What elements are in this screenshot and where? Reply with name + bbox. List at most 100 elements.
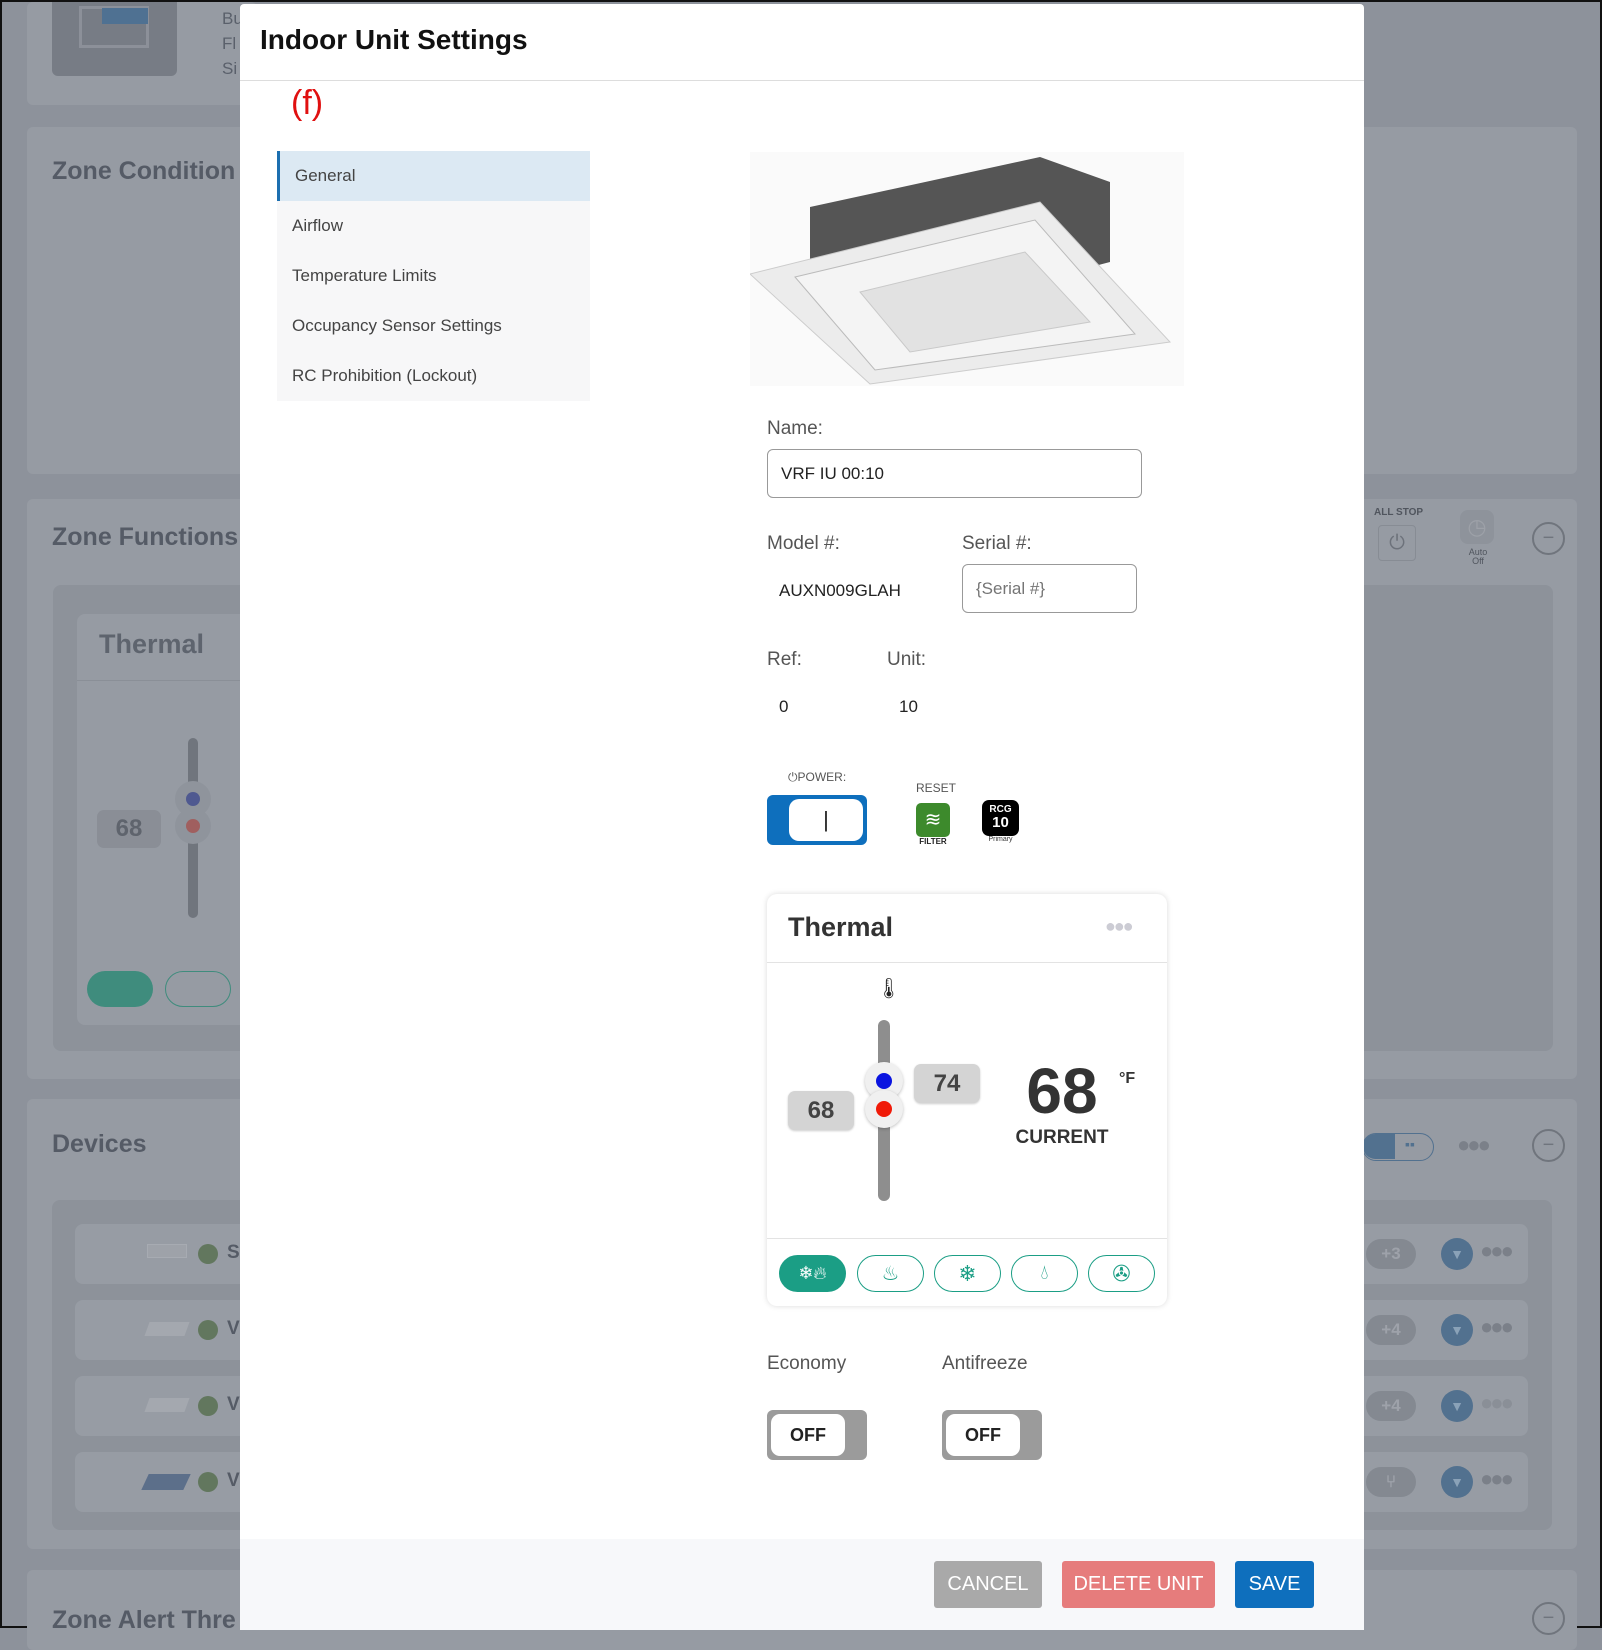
annotation-label: (f)	[291, 84, 324, 122]
expand-icon: ▼	[1441, 1238, 1473, 1270]
expand-icon: ▼	[1441, 1314, 1473, 1346]
collapse-icon: −	[1532, 1129, 1565, 1162]
zone-functions-title: Zone Functions	[52, 523, 239, 551]
antifreeze-label: Antifreeze	[942, 1353, 1028, 1374]
mode-fan-button[interactable]: ✇	[1088, 1255, 1155, 1292]
zone-alert-title: Zone Alert Thre	[52, 1606, 236, 1634]
heat-setpoint-value: 68	[788, 1091, 854, 1130]
device-name: V	[227, 1394, 240, 1415]
device-thumbnail	[147, 1244, 187, 1258]
building-card: Bu Fl Si	[27, 2, 257, 105]
thermal-title: Thermal	[788, 912, 894, 942]
flame-icon: ♨	[881, 1263, 900, 1285]
floorplan-icon	[52, 2, 177, 76]
delete-unit-button[interactable]: DELETE UNIT	[1062, 1561, 1215, 1608]
ref-label: Ref:	[767, 649, 802, 670]
more-icon: ●●●	[1480, 1390, 1514, 1415]
antifreeze-toggle-state: OFF	[946, 1414, 1020, 1456]
collapse-icon: −	[1532, 522, 1565, 555]
economy-label: Economy	[767, 1353, 847, 1374]
power-label: ⏻POWER:	[788, 770, 846, 785]
current-label: CURRENT	[1015, 1127, 1109, 1148]
device-name: V	[227, 1470, 240, 1491]
cancel-button[interactable]: CANCEL	[934, 1561, 1042, 1608]
auto-mode-icon: ❄🔥︎	[798, 1263, 827, 1283]
mode-dry-button[interactable]: 💧︎	[1011, 1255, 1078, 1292]
thermal-more-icon[interactable]: ●●●	[1105, 916, 1134, 936]
device-badge: +4	[1366, 1315, 1416, 1345]
rcg-sub-label: Primary	[988, 836, 1013, 843]
all-stop-label: ALL STOP	[1374, 507, 1424, 518]
ref-value: 0	[779, 697, 789, 716]
power-toggle[interactable]: |	[767, 795, 867, 845]
unit-label: Unit:	[887, 649, 927, 670]
more-icon: ●●●	[1480, 1466, 1514, 1491]
zone-conditions-title: Zone Condition	[52, 157, 236, 185]
save-button[interactable]: SAVE	[1235, 1561, 1314, 1608]
auto-off-label: Auto Off	[1468, 547, 1488, 566]
header-divider	[240, 80, 1364, 81]
rcg-badge-icon: RCG 10	[982, 800, 1019, 836]
antifreeze-toggle[interactable]: OFF	[942, 1410, 1042, 1460]
status-dot	[198, 1472, 218, 1492]
collapse-icon: −	[1532, 1602, 1565, 1635]
rcg-number: 10	[992, 814, 1009, 831]
power-toggle-knob: |	[789, 799, 863, 841]
device-name: S	[227, 1242, 240, 1263]
floor-label: Fl	[222, 34, 237, 53]
cassette-unit-image	[750, 152, 1184, 386]
rcg-top-label: RCG	[989, 804, 1012, 815]
indoor-unit-settings-modal: Indoor Unit Settings (f) General Airflow…	[240, 4, 1364, 1630]
cool-setpoint-value: 74	[914, 1064, 980, 1103]
power-label-text: POWER:	[797, 770, 847, 784]
model-value: AUXN009GLAH	[779, 581, 901, 600]
status-dot	[198, 1396, 218, 1416]
economy-toggle[interactable]: OFF	[767, 1410, 867, 1460]
serial-input[interactable]	[962, 564, 1137, 613]
bg-setpoint: 68	[97, 810, 161, 848]
device-thumbnail	[144, 1398, 190, 1412]
status-dot	[198, 1320, 218, 1340]
filter-reset-icon[interactable]: ≋	[916, 803, 950, 837]
mode-heat-button[interactable]: ♨	[857, 1255, 924, 1292]
size-label: Si	[222, 59, 238, 78]
unit-value: 10	[899, 697, 918, 716]
thermal-card: Thermal ●●● 🌡︎ 74 68 68 CURRENT °F	[767, 894, 1167, 1306]
heat-setpoint-handle[interactable]	[865, 1090, 903, 1128]
temperature-unit: °F	[1119, 1070, 1136, 1087]
sidebar-item-rc-prohibition[interactable]: RC Prohibition (Lockout)	[277, 351, 590, 401]
current-temperature: 68	[1026, 1055, 1098, 1127]
filter-label: FILTER	[919, 837, 947, 846]
name-input[interactable]	[767, 449, 1142, 498]
expand-icon: ▼	[1441, 1390, 1473, 1422]
more-icon: ●●●	[1480, 1238, 1514, 1263]
status-dot	[198, 1244, 218, 1264]
occupancy-seat-icon: ⑂	[1366, 1467, 1416, 1497]
modal-title: Indoor Unit Settings	[260, 24, 528, 55]
serial-label: Serial #:	[962, 533, 1032, 554]
all-stop-power-icon: ⏻	[1378, 525, 1416, 561]
bg-thermal-title: Thermal	[99, 629, 205, 659]
sidebar-item-airflow[interactable]: Airflow	[277, 201, 590, 251]
view-toggle-icon: ▪▪	[1362, 1133, 1434, 1161]
fan-icon: ✇	[1112, 1260, 1131, 1286]
name-label: Name:	[767, 418, 823, 439]
device-badge: +3	[1366, 1239, 1416, 1269]
thermometer-icon: 🌡︎	[876, 978, 902, 1000]
economy-toggle-state: OFF	[771, 1414, 845, 1456]
reset-label: RESET	[916, 781, 957, 795]
mode-cool-button[interactable]: ❄	[934, 1255, 1001, 1292]
building-label: Bu	[222, 9, 243, 28]
device-name: V	[227, 1318, 240, 1339]
devices-title: Devices	[52, 1130, 147, 1158]
sidebar-item-general[interactable]: General	[277, 151, 590, 201]
sidebar-item-occupancy-sensor[interactable]: Occupancy Sensor Settings	[277, 301, 590, 351]
sidebar-item-temperature-limits[interactable]: Temperature Limits	[277, 251, 590, 301]
more-icon: ●●●	[1480, 1314, 1514, 1339]
model-label: Model #:	[767, 533, 840, 554]
clock-icon: ◷	[1460, 510, 1494, 544]
snowflake-icon: ❄	[958, 1260, 977, 1286]
mode-auto-button[interactable]: ❄🔥︎	[779, 1255, 846, 1292]
power-icon: ⏻	[788, 770, 798, 784]
expand-icon: ▼	[1441, 1466, 1473, 1498]
